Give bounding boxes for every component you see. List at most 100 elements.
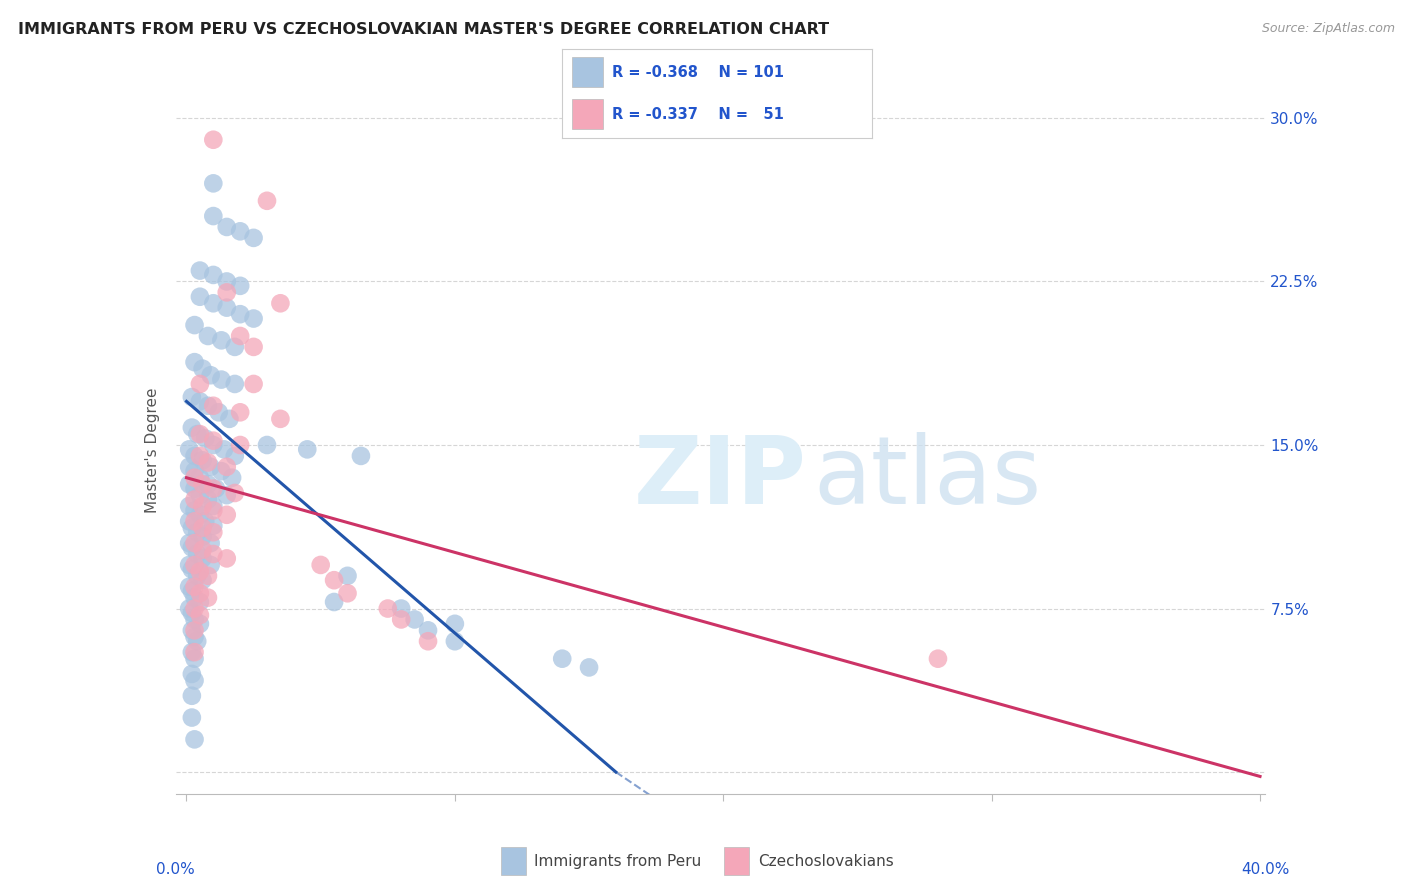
Point	[183, 318, 205, 332]
Point	[202, 438, 225, 452]
Point	[180, 541, 202, 555]
Point	[179, 459, 201, 474]
Point	[208, 405, 231, 419]
Point	[191, 477, 214, 491]
Point	[179, 442, 201, 457]
Point	[309, 558, 332, 572]
Point	[200, 459, 222, 474]
Point	[197, 399, 219, 413]
Point	[183, 645, 205, 659]
Point	[202, 268, 225, 282]
Point	[183, 471, 205, 485]
Point	[188, 471, 211, 485]
Point	[179, 477, 201, 491]
Point	[215, 219, 238, 234]
Point	[183, 591, 205, 605]
Point	[188, 394, 211, 409]
Point	[215, 508, 238, 522]
Point	[242, 231, 264, 245]
Point	[578, 660, 600, 674]
Point	[202, 547, 225, 561]
Point	[186, 569, 208, 583]
Point	[323, 595, 346, 609]
Point	[221, 471, 243, 485]
Point	[202, 482, 225, 496]
Point	[197, 569, 219, 583]
Point	[183, 514, 205, 528]
Text: R = -0.337    N =   51: R = -0.337 N = 51	[612, 107, 783, 121]
Y-axis label: Master's Degree: Master's Degree	[145, 388, 160, 513]
Point	[202, 518, 225, 533]
Point	[197, 591, 219, 605]
Point	[188, 263, 211, 277]
Point	[404, 612, 426, 626]
Point	[180, 624, 202, 638]
Point	[179, 499, 201, 513]
Point	[179, 601, 201, 615]
Point	[191, 361, 214, 376]
Point	[336, 569, 359, 583]
Point	[194, 514, 217, 528]
Text: Immigrants from Peru: Immigrants from Peru	[534, 854, 702, 869]
Point	[551, 651, 574, 665]
Point	[186, 634, 208, 648]
Point	[186, 547, 208, 561]
Point	[183, 482, 205, 496]
Point	[183, 464, 205, 478]
Point	[188, 290, 211, 304]
Point	[191, 521, 214, 535]
Point	[183, 536, 205, 550]
Point	[188, 449, 211, 463]
Point	[215, 488, 238, 502]
Point	[202, 499, 225, 513]
Point	[197, 329, 219, 343]
Point	[183, 630, 205, 644]
Point	[191, 453, 214, 467]
Point	[197, 492, 219, 507]
Text: 40.0%: 40.0%	[1241, 863, 1289, 877]
Point	[215, 301, 238, 315]
Point	[202, 177, 225, 191]
Point	[202, 209, 225, 223]
Text: Czechoslovakians: Czechoslovakians	[758, 854, 894, 869]
Point	[927, 651, 949, 665]
Point	[197, 477, 219, 491]
Point	[191, 573, 214, 587]
Point	[242, 376, 264, 391]
Point	[186, 525, 208, 540]
Text: 0.0%: 0.0%	[156, 863, 195, 877]
Point	[180, 710, 202, 724]
Point	[202, 399, 225, 413]
Point	[188, 595, 211, 609]
Text: ZIP: ZIP	[633, 432, 806, 524]
Point	[256, 194, 278, 208]
Point	[389, 601, 412, 615]
Text: Source: ZipAtlas.com: Source: ZipAtlas.com	[1261, 22, 1395, 36]
Point	[188, 586, 211, 600]
Point	[188, 508, 211, 522]
Point	[200, 558, 222, 572]
Point	[389, 612, 412, 626]
Point	[269, 412, 291, 426]
Point	[323, 573, 346, 587]
Point	[188, 565, 211, 579]
Point	[297, 442, 319, 457]
Point	[202, 525, 225, 540]
Point	[188, 376, 211, 391]
FancyBboxPatch shape	[501, 847, 526, 875]
Point	[188, 427, 211, 442]
Point	[180, 584, 202, 599]
Point	[180, 420, 202, 434]
Point	[444, 634, 467, 648]
Point	[218, 412, 240, 426]
Point	[242, 340, 264, 354]
Point	[202, 503, 225, 517]
Point	[242, 311, 264, 326]
Point	[183, 449, 205, 463]
Point	[209, 373, 232, 387]
Point	[200, 368, 222, 383]
Point	[183, 612, 205, 626]
Point	[180, 689, 202, 703]
Point	[180, 521, 202, 535]
FancyBboxPatch shape	[572, 57, 603, 87]
